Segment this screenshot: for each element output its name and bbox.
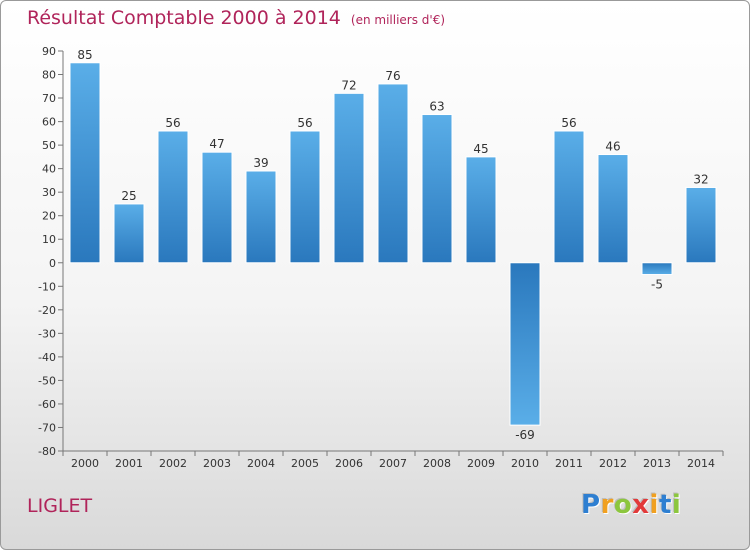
logo-letter: r — [600, 490, 614, 520]
y-tick-label: -30 — [38, 327, 56, 340]
data-labels-layer: 85 25 56 47 39 56 72 76 63 45 -69 56 46 -5 32 — [77, 48, 708, 442]
bar-2005 — [289, 130, 321, 264]
chart-unit-label: (en milliers d'€) — [350, 13, 446, 27]
bar-2009 — [465, 156, 497, 264]
x-tick-label-2010: 2010 — [511, 457, 539, 470]
bar-2014 — [685, 186, 717, 264]
y-tick-label: -70 — [38, 421, 56, 434]
bar-2007 — [377, 83, 409, 264]
data-label-2008: 63 — [429, 100, 444, 114]
bar-2012 — [597, 154, 629, 264]
x-tick-label-2000: 2000 — [71, 457, 99, 470]
x-tick-label-2001: 2001 — [115, 457, 143, 470]
y-tick-label: 90 — [42, 45, 56, 58]
y-tick-label: 50 — [42, 139, 56, 152]
proxiti-logo: Proxiti — [581, 490, 681, 520]
bar-2002 — [157, 130, 189, 264]
bar-2011 — [553, 130, 585, 264]
y-tick-label: -40 — [38, 351, 56, 364]
data-label-2002: 56 — [165, 116, 180, 130]
bars-layer — [69, 62, 717, 426]
y-tick-label: 60 — [42, 116, 56, 129]
bar-2000 — [69, 62, 101, 264]
y-tick-label: -80 — [38, 445, 56, 458]
x-tick-label-2003: 2003 — [203, 457, 231, 470]
bar-2001 — [113, 203, 145, 264]
x-tick-label-2008: 2008 — [423, 457, 451, 470]
x-tick-label-2012: 2012 — [599, 457, 627, 470]
y-tick-label: 20 — [42, 210, 56, 223]
logo-letter: o — [613, 490, 633, 520]
x-tick-label-2009: 2009 — [467, 457, 495, 470]
data-label-2003: 47 — [209, 137, 224, 151]
data-label-2005: 56 — [297, 116, 312, 130]
y-tick-label: 0 — [49, 257, 56, 270]
logo-letter: P — [581, 490, 601, 520]
bar-2004 — [245, 170, 277, 264]
y-tick-label: -50 — [38, 374, 56, 387]
y-tick-label: 10 — [42, 233, 56, 246]
x-tick-label-2006: 2006 — [335, 457, 363, 470]
data-label-2009: 45 — [473, 142, 488, 156]
chart-title: Résultat Comptable 2000 à 2014 — [27, 7, 341, 29]
x-tick-label-2014: 2014 — [687, 457, 715, 470]
x-tick-label-2002: 2002 — [159, 457, 187, 470]
x-tick-label-2007: 2007 — [379, 457, 407, 470]
y-tick-label: -10 — [38, 280, 56, 293]
logo-letter: i — [649, 490, 659, 520]
data-label-2000: 85 — [77, 48, 92, 62]
data-label-2010: -69 — [515, 428, 535, 442]
data-label-2001: 25 — [121, 189, 136, 203]
commune-name: LIGLET — [27, 495, 93, 517]
bar-2006 — [333, 92, 365, 264]
logo-letter: i — [671, 490, 682, 520]
data-label-2004: 39 — [253, 156, 268, 170]
logo-letter: t — [658, 490, 672, 520]
y-tick-label: 30 — [42, 186, 56, 199]
x-tick-label-2013: 2013 — [643, 457, 671, 470]
bar-2010 — [509, 262, 541, 426]
data-label-2014: 32 — [693, 172, 708, 186]
chart-header: Résultat Comptable 2000 à 2014 (en millie… — [27, 7, 445, 29]
x-tick-label-2011: 2011 — [555, 457, 583, 470]
x-tick-label-2005: 2005 — [291, 457, 319, 470]
data-label-2012: 46 — [605, 140, 620, 154]
x-tick-label-2004: 2004 — [247, 457, 275, 470]
data-label-2013: -5 — [651, 278, 663, 292]
data-label-2011: 56 — [561, 116, 576, 130]
bar-2003 — [201, 151, 233, 264]
y-tick-label: 70 — [42, 92, 56, 105]
y-tick-label: 80 — [42, 69, 56, 82]
data-label-2006: 72 — [341, 78, 356, 92]
bar-2013 — [641, 262, 673, 276]
y-tick-label: -20 — [38, 304, 56, 317]
bar-2008 — [421, 114, 453, 264]
data-label-2007: 76 — [385, 69, 400, 83]
logo-letter: x — [632, 490, 650, 520]
y-tick-label: 40 — [42, 163, 56, 176]
y-tick-label: -60 — [38, 398, 56, 411]
axis-layer: -80 -70 -60 -50 -40 -30 -20 -10 0 10 20 30 40 50 60 70 8… — [38, 45, 724, 470]
